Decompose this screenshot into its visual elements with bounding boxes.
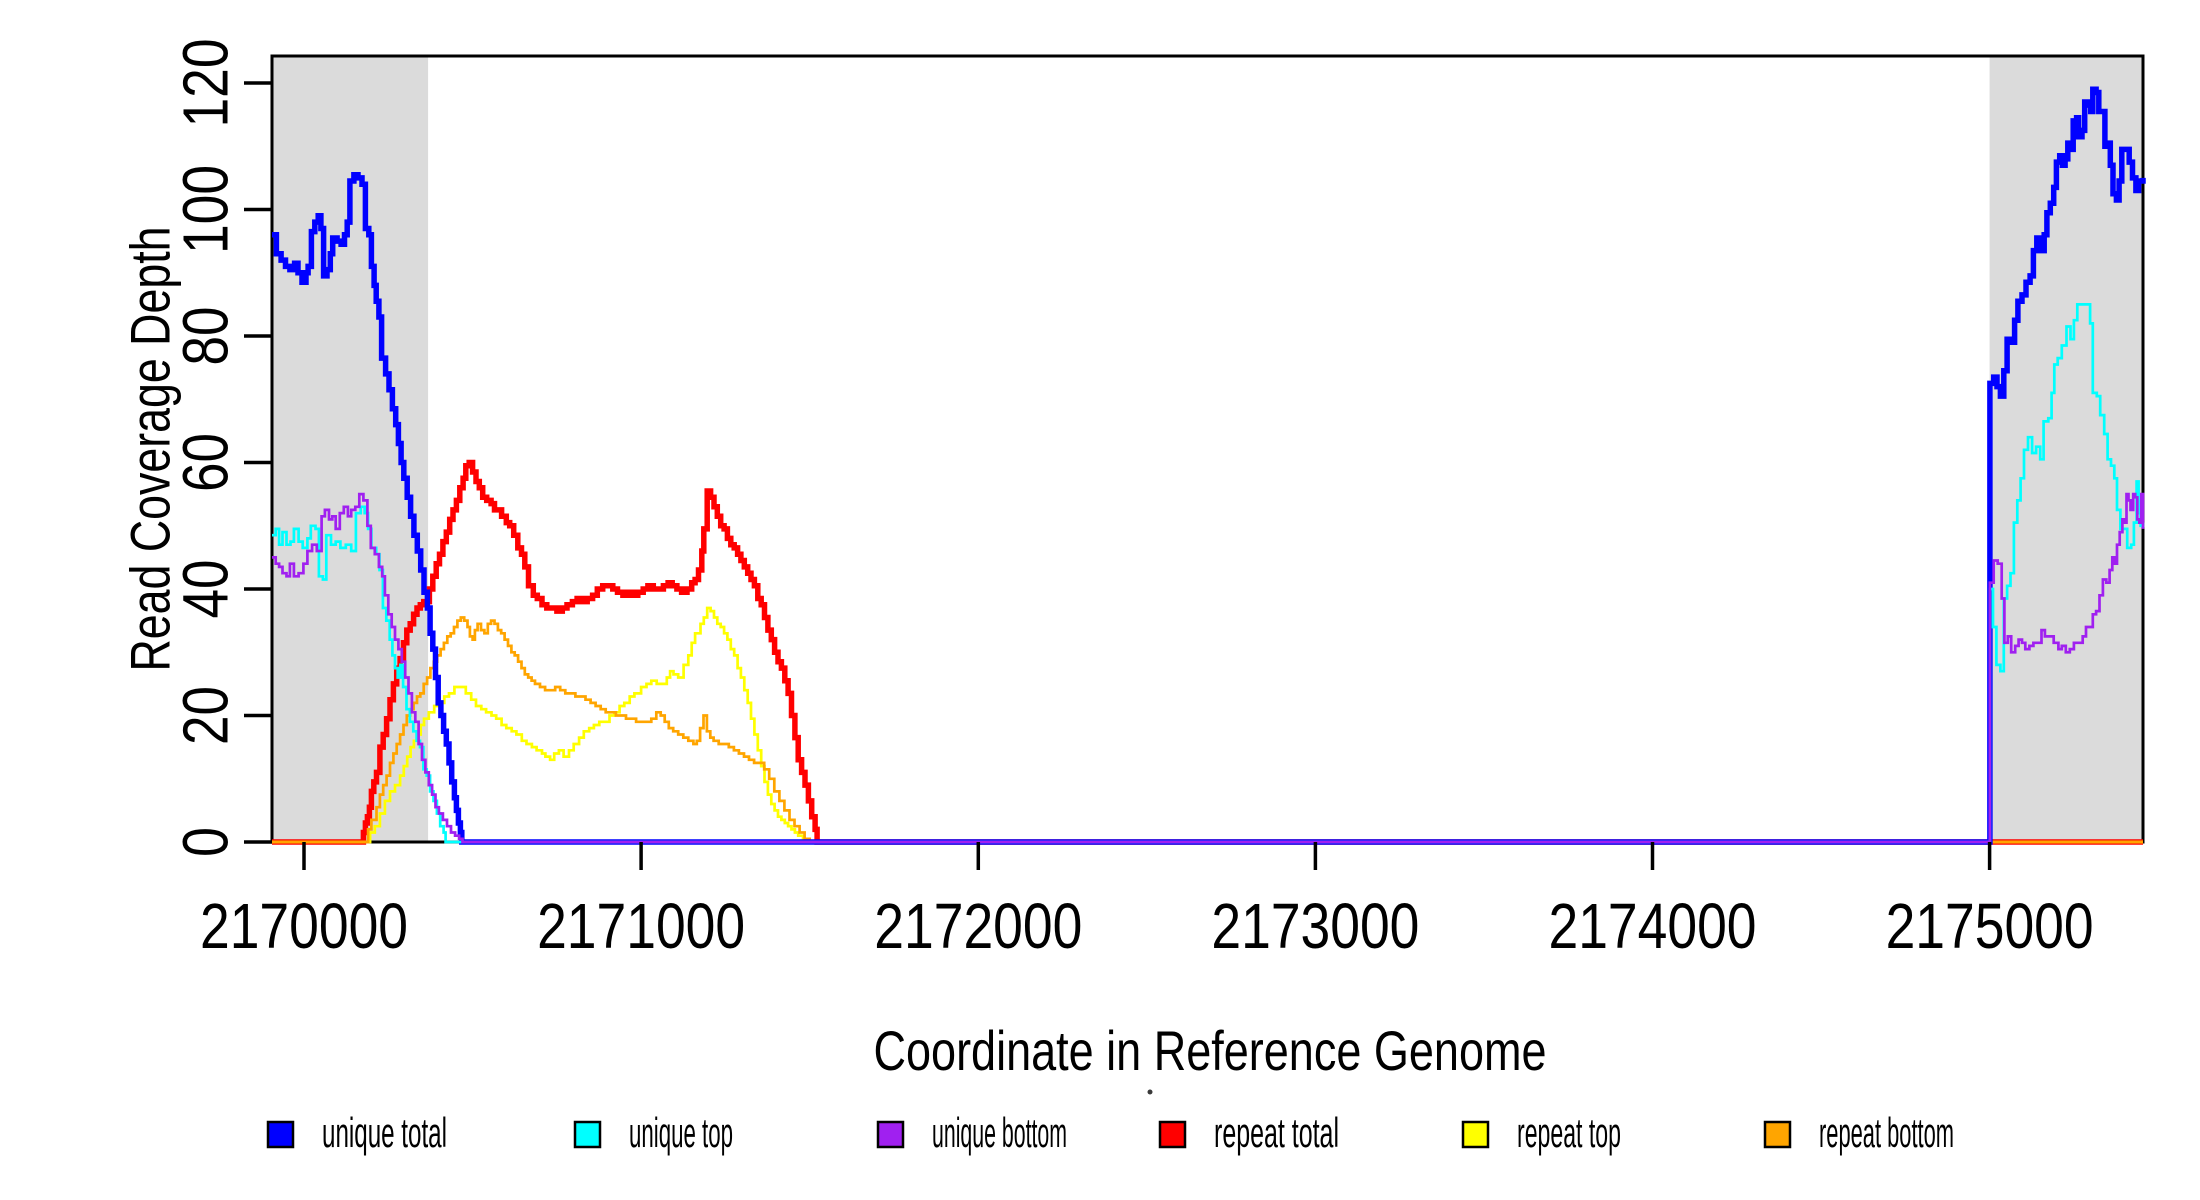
legend-swatch-repeat-total (1158, 1120, 1187, 1149)
legend-label-repeat-top: repeat top (1517, 1109, 1621, 1156)
x-tick-label-2173000: 2173000 (1211, 890, 1419, 962)
legend-item-unique-total: unique total (266, 1109, 447, 1156)
y-tick-label-0: 0 (169, 827, 241, 857)
axis-ticks (244, 81, 1992, 870)
legend-swatch-repeat-top (1461, 1120, 1490, 1149)
y-tick-label-80: 80 (169, 307, 241, 366)
x-tick-label-2174000: 2174000 (1549, 890, 1757, 962)
axis-tick-labels: 2170000 2171000 2172000 2173000 2174000 21750… (169, 39, 2093, 963)
y-tick-label-120: 120 (169, 39, 241, 128)
legend-swatch-unique-bottom (876, 1120, 905, 1149)
legend-label-unique-top: unique top (629, 1109, 733, 1156)
series-lines (272, 86, 2146, 845)
legend-label-unique-bottom: unique bottom (932, 1109, 1067, 1156)
series-line-repeat-total (272, 459, 2143, 845)
y-tick-label-100: 100 (169, 165, 241, 254)
legend-item-repeat-bottom: repeat bottom (1763, 1109, 1954, 1156)
legend-swatch-repeat-bottom (1763, 1120, 1792, 1149)
x-tick-label-2171000: 2171000 (537, 890, 745, 962)
series-line-repeat-bottom (272, 616, 2143, 844)
legend-label-repeat-bottom: repeat bottom (1819, 1109, 1954, 1156)
series-line-unique-total (272, 86, 2146, 845)
legend-item-unique-top: unique top (573, 1109, 733, 1156)
y-tick-label-40: 40 (169, 560, 241, 619)
series-line-unique-top (272, 303, 2145, 844)
y-tick-label-60: 60 (169, 433, 241, 492)
shaded-regions (272, 56, 2143, 842)
y-axis-title: Read Coverage Depth (119, 227, 182, 672)
x-tick-label-2175000: 2175000 (1886, 890, 2094, 962)
stray-dot-artifact (1147, 1089, 1153, 1095)
legend-item-unique-bottom: unique bottom (876, 1109, 1067, 1156)
legend-label-repeat-total: repeat total (1214, 1109, 1339, 1156)
x-tick-label-2172000: 2172000 (874, 890, 1082, 962)
legend-swatch-unique-total (266, 1120, 295, 1149)
x-tick-label-2170000: 2170000 (200, 890, 408, 962)
series-line-repeat-top (272, 606, 2143, 844)
x-axis-title: Coordinate in Reference Genome (874, 1019, 1547, 1082)
legend-label-unique-total: unique total (322, 1109, 447, 1156)
legend-item-repeat-total: repeat total (1158, 1109, 1339, 1156)
legend-swatch-unique-top (573, 1120, 602, 1149)
series-line-unique-bottom (272, 492, 2145, 844)
y-tick-label-20: 20 (169, 686, 241, 745)
legend-item-repeat-top: repeat top (1461, 1109, 1621, 1156)
legend: unique total unique top unique bottom repea… (266, 1109, 1954, 1156)
plot-border (270, 54, 2145, 844)
